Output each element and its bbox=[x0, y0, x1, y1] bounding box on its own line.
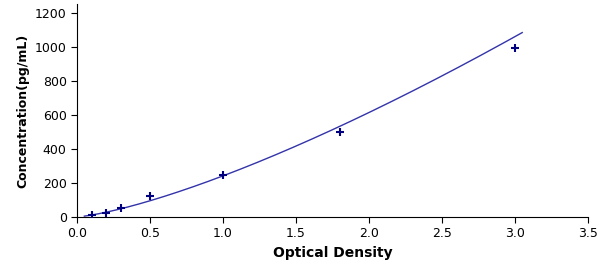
X-axis label: Optical Density: Optical Density bbox=[273, 246, 393, 260]
Y-axis label: Concentration(pg/mL): Concentration(pg/mL) bbox=[16, 33, 29, 188]
